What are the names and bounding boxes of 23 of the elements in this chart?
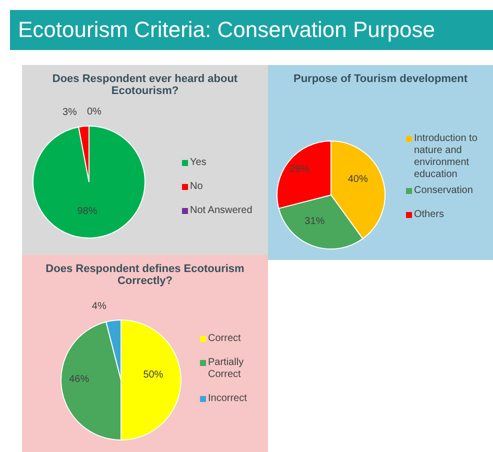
data-label: 29% [290, 164, 310, 175]
chart-title: Does Respondent defines Ecotourism Correctly? [44, 263, 246, 287]
data-label: 3% [62, 106, 78, 118]
legend-label: Yes [190, 157, 206, 169]
data-label: 31% [304, 216, 325, 227]
legend-label: Partially Correct [208, 357, 245, 381]
data-label: 40% [348, 174, 368, 186]
data-label: 4% [92, 301, 106, 312]
legend-label: Introduction to nature and environment education [414, 133, 478, 181]
legend-label: Not Answered [190, 205, 252, 217]
chart-title: Does Respondent ever heard about Ecotourism? [51, 73, 239, 97]
chart-title: Purpose of Tourism development [292, 73, 468, 85]
legend-label: Incorrect [208, 393, 247, 405]
text: 0% [87, 106, 102, 118]
legend-label: No [190, 181, 203, 193]
text: Ecotourism Criteria: Conservation Purpose [18, 16, 435, 44]
legend-label: Correct [208, 333, 241, 345]
data-label: 50% [143, 370, 164, 380]
pie-slice [32, 126, 146, 238]
data-label: 98% [77, 206, 98, 218]
legend-label: Others [414, 209, 444, 221]
legend-label: Conservation [414, 185, 473, 197]
data-label: 46% [69, 374, 90, 386]
